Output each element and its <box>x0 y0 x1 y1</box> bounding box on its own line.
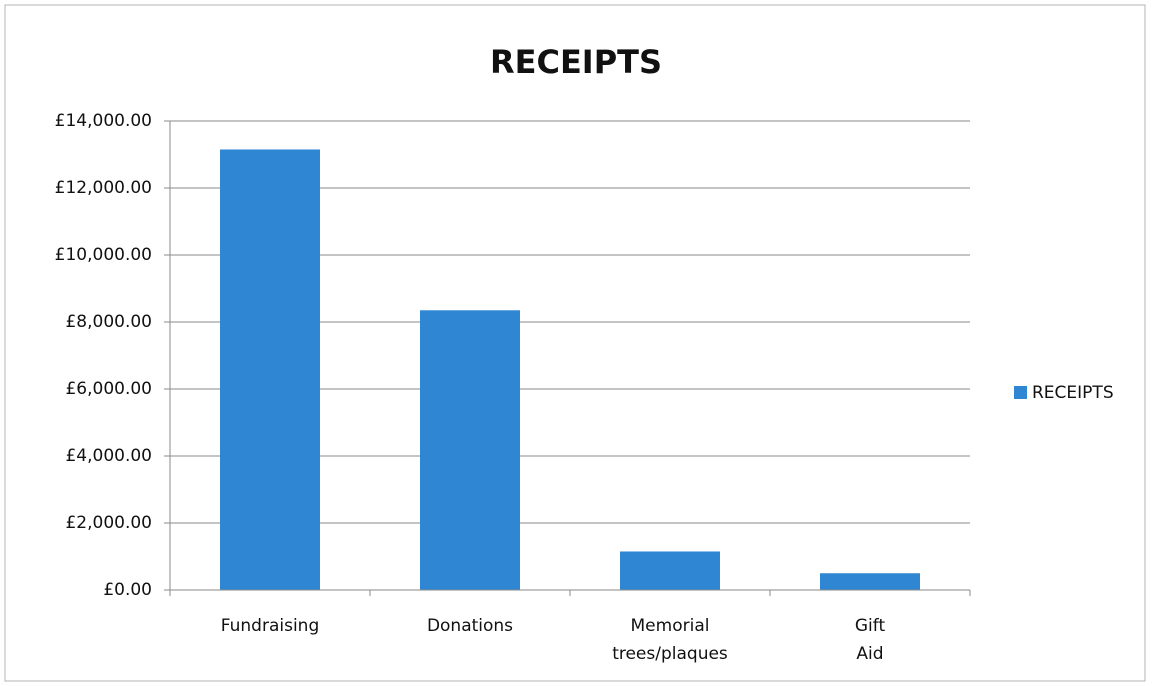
legend-label: RECEIPTS <box>1032 383 1114 403</box>
y-tick-label: £4,000.00 <box>65 446 152 466</box>
bar <box>420 310 520 590</box>
legend-swatch <box>1014 386 1027 399</box>
y-tick-label: £6,000.00 <box>65 379 152 399</box>
bar <box>220 149 320 590</box>
x-tick-label: Fundraising <box>221 616 319 636</box>
y-tick-label: £10,000.00 <box>55 245 152 265</box>
y-tick-label: £2,000.00 <box>65 513 152 533</box>
chart-border <box>4 4 1146 682</box>
x-tick-label: Donations <box>427 616 513 636</box>
x-tick-label: Gift Aid <box>855 616 886 664</box>
chart-title: RECEIPTS <box>490 43 662 81</box>
bar <box>620 551 720 590</box>
y-tick-label: £0.00 <box>103 580 152 600</box>
bar <box>820 573 920 590</box>
x-tick-label: Memorial trees/plaques <box>612 616 728 664</box>
y-tick-label: £14,000.00 <box>55 111 152 131</box>
y-tick-label: £8,000.00 <box>65 312 152 332</box>
y-tick-label: £12,000.00 <box>55 178 152 198</box>
